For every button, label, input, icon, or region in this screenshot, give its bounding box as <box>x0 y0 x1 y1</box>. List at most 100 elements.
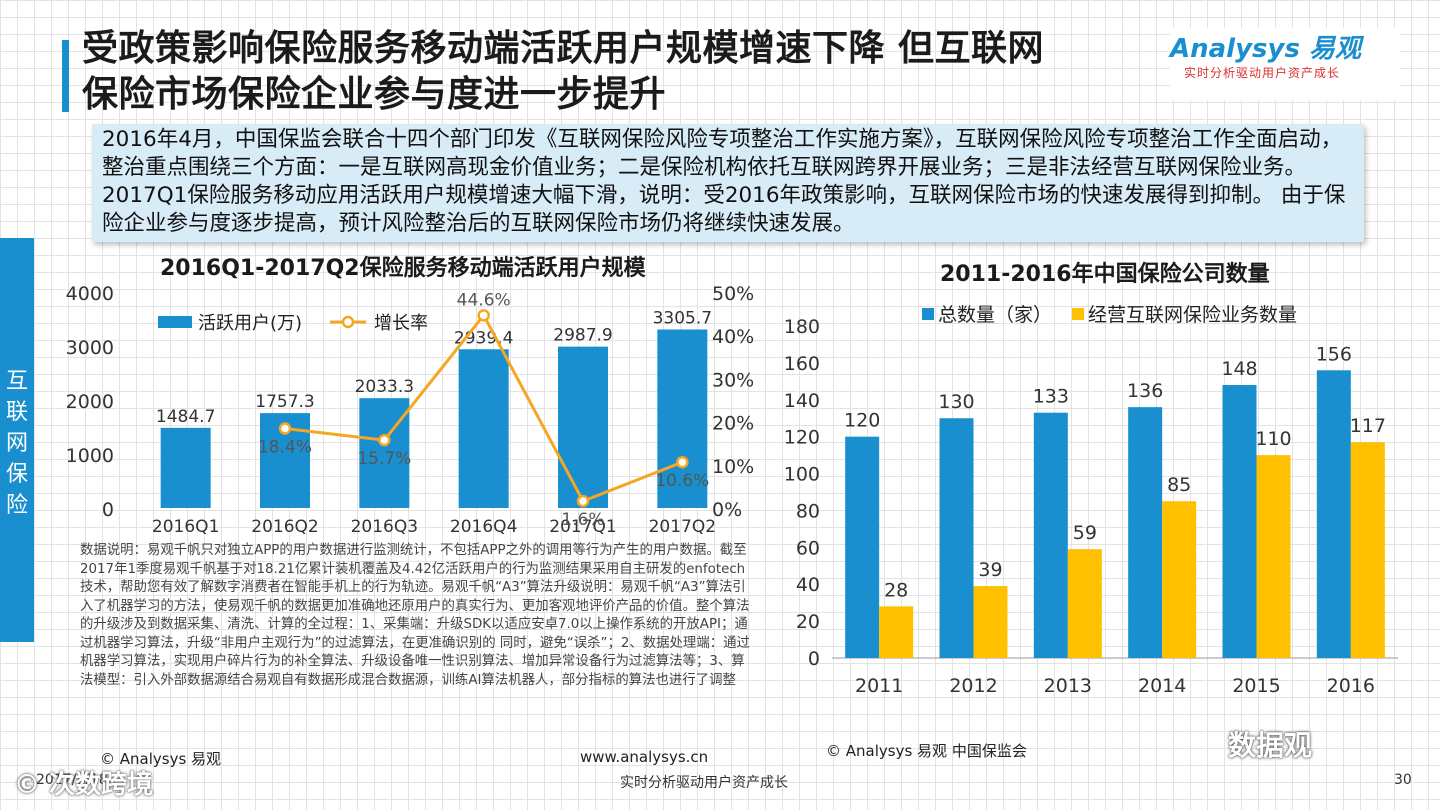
page-number: 30 <box>1394 772 1412 788</box>
growth-rate-label: 18.4% <box>258 438 312 458</box>
y-tick-label: 180 <box>784 316 820 338</box>
growth-rate-label: 10.6% <box>655 471 709 491</box>
side-tab: 互联网保险 <box>0 238 34 642</box>
bar-value-label: 1484.7 <box>156 407 215 427</box>
active-user-bar <box>558 346 608 508</box>
growth-rate-point <box>378 433 391 447</box>
y-tick-label: 100 <box>784 464 820 486</box>
x-category-label: 2016Q3 <box>351 517 418 537</box>
bar-value-label: 110 <box>1255 428 1291 450</box>
growth-rate-point <box>477 309 490 322</box>
legend-bar-label: 活跃用户(万) <box>198 313 302 334</box>
internet-count-bar <box>1350 442 1385 658</box>
y-tick-label: 60 <box>796 537 820 559</box>
x-category-label: 2015 <box>1232 675 1280 697</box>
page-title-line2: 保险市场保险企业参与度进一步提升 <box>82 74 667 115</box>
bar-value-label: 85 <box>1167 474 1191 496</box>
y-tick-label: 40 <box>796 574 820 596</box>
right-y-tick-label: 50% <box>712 283 754 305</box>
bar-value-label: 148 <box>1221 358 1257 380</box>
internet-count-bar <box>1067 549 1102 658</box>
left-y-tick-label: 3000 <box>66 337 114 359</box>
active-users-chart: 0 1000 2000 3000 4000 0% 10% 20% 30% 40% 50% 1484.7… <box>66 283 755 537</box>
growth-rate-label: 15.7% <box>357 449 411 469</box>
right-y-tick-label: 0% <box>712 499 742 521</box>
insurer-count-chart: 0 20 40 60 80 100 120 140 160 180 120 28 2011 130 39 20… <box>784 304 1398 697</box>
left-y-tick-label: 2000 <box>66 391 114 413</box>
logo-brand: Analysys 易观 <box>1170 34 1361 64</box>
footer-date: 2017/8/18 <box>36 772 108 788</box>
left-source: © Analysys 易观 <box>100 750 222 768</box>
bar-value-label: 156 <box>1316 343 1352 365</box>
internet-count-bar <box>973 586 1008 658</box>
x-category-label: 2011 <box>855 675 903 697</box>
growth-rate-label: 44.6% <box>457 290 511 310</box>
x-category-label: 2016Q2 <box>251 517 318 537</box>
left-y-tick-label: 1000 <box>66 445 114 467</box>
growth-rate-point <box>576 494 590 508</box>
growth-rate-label: 1.6% <box>561 510 604 530</box>
bar-value-label: 120 <box>844 410 880 432</box>
summary-box: 2016年4月，中国保监会联合十四个部门印发《互联网保险风险专项整治工作实施方案… <box>92 124 1364 242</box>
legend-bar-swatch <box>158 316 192 328</box>
total-count-bar <box>1033 412 1068 658</box>
y-tick-label: 80 <box>796 500 820 522</box>
x-category-label: 2013 <box>1044 675 1092 697</box>
y-tick-label: 140 <box>784 390 820 412</box>
x-category-label: 2014 <box>1138 675 1186 697</box>
left-source-url[interactable]: www.analysys.cn <box>580 748 709 766</box>
right-y-tick-label: 20% <box>712 413 754 435</box>
data-notes: 数据说明：易观千帆只对独立APP的用户数据进行监测统计，不包括APP之外的调用等… <box>80 543 750 688</box>
x-category-label: 2017Q1 <box>549 517 616 537</box>
total-count-bar <box>845 436 880 658</box>
active-user-bar <box>458 349 509 508</box>
right-y-tick-label: 40% <box>712 326 754 348</box>
legend-line-label: 增长率 <box>374 313 428 334</box>
right-y-tick-label: 10% <box>712 456 754 478</box>
page-title-line1: 受政策影响保险服务移动端活跃用户规模增速下降 但互联网 <box>82 28 1045 69</box>
x-category-label: 2017Q2 <box>649 517 716 537</box>
y-tick-label: 120 <box>784 427 820 449</box>
internet-count-bar <box>879 606 914 658</box>
internet-count-bar <box>1162 501 1197 658</box>
x-category-label: 2016Q4 <box>450 517 517 537</box>
right-y-tick-label: 30% <box>712 369 754 391</box>
internet-count-bar <box>1256 455 1291 658</box>
right-chart-title: 2011-2016年中国保险公司数量 <box>940 262 1270 287</box>
title-accent-bar <box>62 40 69 112</box>
y-tick-label: 20 <box>796 611 820 633</box>
left-chart-title: 2016Q1-2017Q2保险服务移动端活跃用户规模 <box>160 256 646 281</box>
bar-value-label: 3305.7 <box>653 308 712 328</box>
bar-value-label: 39 <box>978 559 1002 581</box>
bar-value-label: 136 <box>1127 380 1163 402</box>
bar-value-label: 130 <box>938 391 974 413</box>
watermark-bottom-right: 数据观 <box>1228 729 1313 762</box>
y-tick-label: 0 <box>808 648 820 670</box>
x-category-label: 2016Q1 <box>152 517 219 537</box>
legend-internet-label: 经营互联网保险业务数量 <box>1088 304 1297 326</box>
left-y-tick-label: 0 <box>102 499 114 521</box>
footer-tagline: 实时分析驱动用户资产成长 <box>620 775 788 791</box>
total-count-bar <box>1128 407 1163 658</box>
bar-value-label: 59 <box>1073 522 1097 544</box>
analysys-logo: Analysys 易观 实时分析驱动用户资产成长 <box>1170 28 1400 100</box>
growth-rate-point <box>278 422 292 435</box>
total-count-bar <box>1222 385 1257 658</box>
active-user-bar <box>657 329 708 508</box>
growth-rate-point <box>676 455 689 469</box>
total-count-bar <box>1316 370 1351 658</box>
bar-value-label: 28 <box>884 579 908 601</box>
legend-internet-swatch <box>1072 308 1084 320</box>
bar-value-label: 2939.4 <box>454 328 513 348</box>
side-tab-label: 互联网保险 <box>5 369 28 518</box>
x-category-label: 2016 <box>1327 675 1375 697</box>
total-count-bar <box>939 418 974 658</box>
legend-total-swatch <box>922 308 934 320</box>
watermark-bottom-left: © 次数跨境 <box>14 770 154 800</box>
bar-value-label: 133 <box>1033 386 1069 408</box>
x-category-label: 2012 <box>949 675 997 697</box>
legend-total-label: 总数量（家） <box>938 304 1052 326</box>
y-tick-label: 160 <box>784 353 820 375</box>
bar-value-label: 1757.3 <box>255 392 314 412</box>
left-y-tick-label: 4000 <box>66 283 114 305</box>
